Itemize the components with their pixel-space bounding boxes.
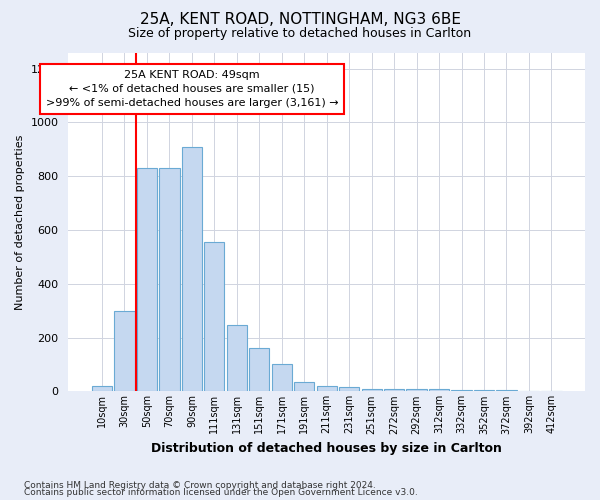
Text: 25A, KENT ROAD, NOTTINGHAM, NG3 6BE: 25A, KENT ROAD, NOTTINGHAM, NG3 6BE	[139, 12, 461, 28]
Bar	[272, 364, 292, 392]
Bar	[294, 382, 314, 392]
Bar	[92, 386, 112, 392]
Bar	[204, 242, 224, 392]
Text: Size of property relative to detached houses in Carlton: Size of property relative to detached ho…	[128, 28, 472, 40]
Bar	[115, 310, 134, 392]
Bar	[406, 389, 427, 392]
Text: 25A KENT ROAD: 49sqm
← <1% of detached houses are smaller (15)
>99% of semi-deta: 25A KENT ROAD: 49sqm ← <1% of detached h…	[46, 70, 338, 108]
Bar	[182, 146, 202, 392]
Bar	[384, 389, 404, 392]
Bar	[339, 386, 359, 392]
X-axis label: Distribution of detached houses by size in Carlton: Distribution of detached houses by size …	[151, 442, 502, 455]
Text: Contains public sector information licensed under the Open Government Licence v3: Contains public sector information licen…	[24, 488, 418, 497]
Bar	[429, 388, 449, 392]
Bar	[137, 168, 157, 392]
Bar	[159, 168, 179, 392]
Y-axis label: Number of detached properties: Number of detached properties	[15, 134, 25, 310]
Bar	[362, 388, 382, 392]
Bar	[317, 386, 337, 392]
Bar	[451, 390, 472, 392]
Text: Contains HM Land Registry data © Crown copyright and database right 2024.: Contains HM Land Registry data © Crown c…	[24, 480, 376, 490]
Bar	[249, 348, 269, 392]
Bar	[474, 390, 494, 392]
Bar	[496, 390, 517, 392]
Bar	[227, 326, 247, 392]
